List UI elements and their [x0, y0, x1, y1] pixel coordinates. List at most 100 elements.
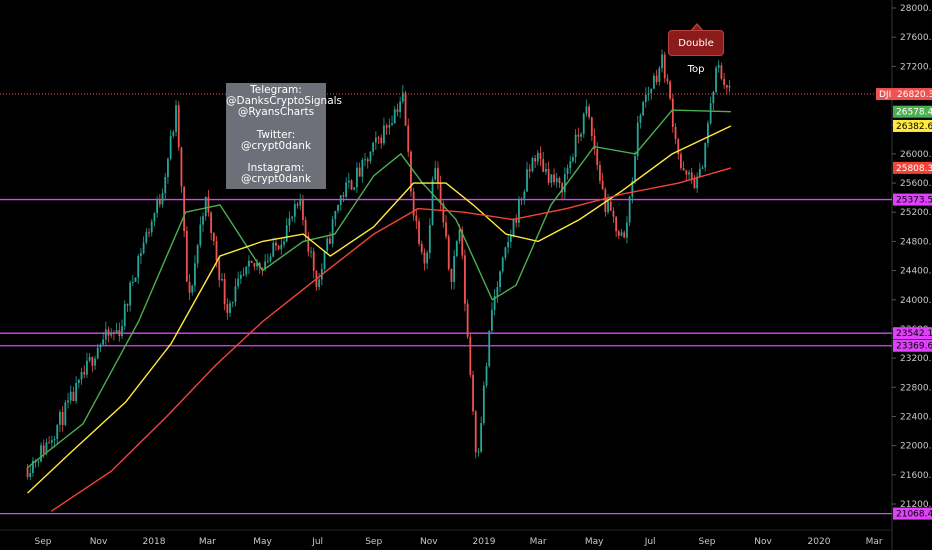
candle-up [80, 372, 83, 380]
candle-up [388, 124, 391, 128]
candle-up [434, 168, 437, 180]
ma-price-label: 25808.3 [896, 164, 932, 174]
instagram-handle: @crypt0dank [240, 173, 312, 186]
candle-down [450, 268, 453, 283]
last-price-label: 26820.3 [897, 90, 932, 100]
candle-up [115, 330, 118, 333]
candle-down [253, 262, 256, 267]
time-tick-label: Nov [90, 537, 108, 547]
candle-down [212, 233, 215, 242]
candle-down [558, 178, 561, 184]
candle-up [715, 67, 717, 92]
candle-down [207, 196, 210, 213]
telegram-handle-2: @RyansCharts [237, 106, 315, 119]
candle-up [153, 213, 156, 222]
candle-down [350, 180, 353, 190]
candle-up [204, 196, 207, 217]
candle-down [561, 183, 564, 193]
double-top-callout[interactable]: Double Top [668, 30, 724, 75]
candle-down [296, 204, 299, 206]
candle-down [655, 75, 658, 82]
candle-up [626, 222, 628, 238]
candle-up [293, 204, 296, 217]
candle-down [366, 159, 369, 162]
candle-up [167, 158, 169, 178]
candle-up [248, 260, 250, 267]
time-tick-label: Jul [644, 537, 656, 547]
candle-down [720, 65, 723, 79]
candle-down [547, 168, 550, 183]
price-tick-label: 25600.0 [900, 179, 932, 189]
candle-down [312, 251, 315, 271]
candle-down [599, 165, 601, 181]
candle-down [407, 125, 410, 152]
candle-down [604, 189, 607, 212]
candle-up [634, 156, 636, 181]
candle-up [493, 295, 496, 310]
price-tick-label: 24400.0 [900, 267, 932, 277]
candle-up [77, 379, 80, 383]
candle-up [698, 168, 701, 177]
candle-up [299, 199, 302, 206]
candle-up [331, 219, 334, 244]
candle-down [185, 230, 188, 282]
candle-up [661, 54, 663, 69]
candle-down [42, 445, 45, 454]
candle-up [140, 253, 142, 257]
level-price-label: 21068.4 [896, 510, 932, 520]
time-tick-label: Jul [311, 537, 323, 547]
candle-up [50, 440, 53, 443]
candle-up [566, 168, 569, 174]
candle-up [150, 221, 153, 233]
price-tick-label: 22000.0 [900, 442, 932, 452]
candle-up [345, 182, 348, 197]
telegram-label: Telegram: [250, 84, 302, 96]
candle-down [48, 442, 51, 444]
candle-up [234, 286, 237, 303]
candle-down [277, 245, 280, 250]
candle-up [347, 180, 350, 183]
time-tick-label: May [585, 537, 604, 547]
price-tick-label: 21600.0 [900, 471, 932, 481]
candle-up [221, 279, 223, 281]
price-tick-label: 27200.0 [900, 62, 932, 72]
candle-up [110, 332, 113, 336]
candle-up [256, 262, 258, 267]
price-tick-label: 25200.0 [900, 208, 932, 218]
candle-down [250, 260, 253, 263]
candle-up [229, 303, 231, 314]
price-tick-label: 23200.0 [900, 354, 932, 364]
candle-down [528, 169, 531, 172]
candle-up [137, 256, 140, 278]
candle-up [291, 216, 294, 219]
time-tick-label: Sep [35, 537, 52, 547]
candle-down [693, 179, 696, 189]
candle-down [226, 304, 229, 314]
candle-up [266, 260, 269, 262]
candle-up [545, 168, 547, 172]
candle-up [653, 75, 655, 89]
candle-up [628, 196, 631, 223]
candle-down [539, 152, 542, 160]
candle-down [447, 236, 450, 269]
candle-down [461, 229, 464, 256]
candle-up [550, 174, 553, 183]
candle-up [704, 142, 707, 168]
candle-up [145, 232, 148, 243]
candle-up [569, 161, 572, 169]
candle-down [210, 212, 213, 234]
candle-down [466, 303, 469, 337]
time-tick-label: Mar [866, 537, 883, 547]
candle-up [482, 385, 485, 424]
candle-up [455, 241, 458, 256]
candle-down [474, 411, 477, 453]
candle-down [180, 147, 183, 187]
candle-down [91, 357, 94, 366]
candle-up [707, 123, 709, 143]
price-tick-label: 22400.0 [900, 412, 932, 422]
candle-down [671, 98, 674, 127]
price-tick-label: 28000.0 [900, 4, 932, 14]
candle-up [523, 191, 526, 200]
candle-down [26, 467, 29, 478]
